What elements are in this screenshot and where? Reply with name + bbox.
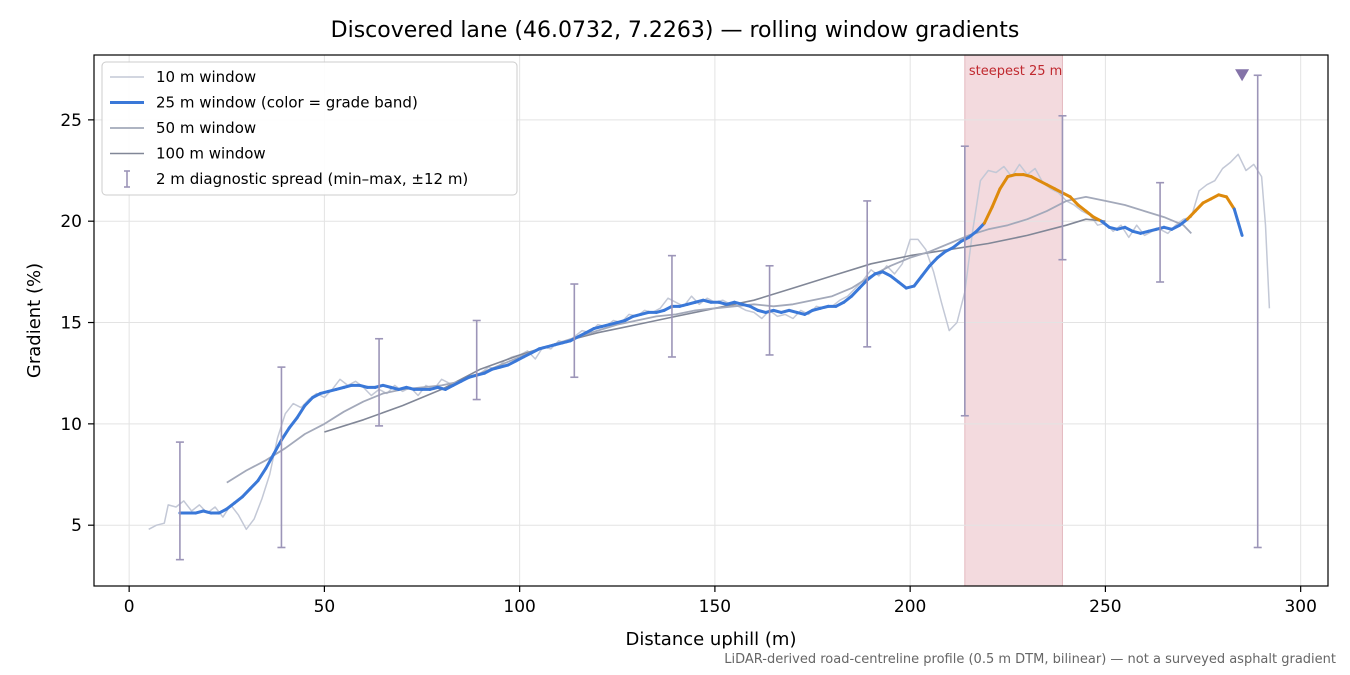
series-segment-w25 (256, 466, 268, 483)
series-segment-w25 (842, 294, 854, 304)
errorbar (960, 145, 969, 417)
legend-item: 25 m window (color = grade band) (110, 94, 418, 112)
highlight-layer: steepest 25 m (964, 54, 1063, 587)
y-tick-label: 20 (60, 212, 82, 232)
series-segment-w25 (1224, 195, 1236, 211)
series-line-w50 (226, 196, 1192, 484)
series-segment-w25 (951, 239, 963, 250)
y-tick-label: 15 (60, 314, 82, 334)
series-segment-w25 (248, 479, 260, 491)
series-segment-w25 (1232, 207, 1244, 237)
chart-footnote: LiDAR-derived road-centreline profile (0… (724, 652, 1336, 667)
series-segment-w25 (303, 396, 315, 408)
steepest-band-label: steepest 25 m (969, 64, 1062, 79)
series-segment-w25 (982, 205, 994, 225)
errorbar (1058, 115, 1067, 261)
series-segment-w25 (990, 187, 1002, 209)
x-tick-label: 250 (1089, 597, 1121, 617)
legend-label: 100 m window (156, 145, 266, 163)
series-segment-w25 (1100, 219, 1111, 229)
series-segment-w25 (920, 264, 932, 278)
series-segment-w25 (264, 452, 276, 470)
series-segment-w25 (1178, 217, 1189, 227)
x-tick-label: 300 (1284, 597, 1316, 617)
legend-item: 10 m window (110, 68, 256, 86)
errorbar (375, 337, 384, 427)
errorbar-layer (175, 74, 1262, 561)
errorbar (472, 319, 481, 401)
series-segment-w25 (287, 416, 299, 430)
series-segment-w25 (1068, 195, 1080, 207)
series-segment-w25 (967, 229, 979, 239)
series-segment-w25 (1185, 209, 1197, 221)
series-segment-w25 (865, 272, 877, 282)
series-segment-w25 (850, 286, 861, 298)
legend-label: 50 m window (156, 119, 256, 137)
series-segment-w25 (272, 438, 283, 456)
steepest-band (964, 54, 1063, 587)
errorbar (765, 264, 774, 356)
chart-title: Discovered lane (46.0732, 7.2263) — roll… (330, 18, 1020, 43)
series-line-w10 (148, 153, 1271, 531)
series-segment-w25 (975, 221, 986, 233)
series-layer (148, 153, 1271, 531)
plot-frame (93, 54, 1329, 587)
series-segment-w25 (928, 256, 939, 268)
x-tick-label: 200 (894, 597, 926, 617)
x-axis-label: Distance uphill (m) (626, 629, 797, 650)
series-segment-w25 (912, 274, 924, 288)
legend-box (101, 61, 518, 196)
errorbar (1253, 74, 1262, 549)
y-axis-label: Gradient (%) (24, 263, 45, 378)
series-segment-w25 (889, 274, 900, 284)
legend-label: 25 m window (color = grade band) (156, 94, 418, 112)
series-segment-w25 (896, 280, 908, 290)
series-segment-w25 (279, 426, 291, 442)
series-segment-w25 (295, 404, 307, 420)
y-tick-label: 10 (60, 415, 82, 435)
series-segment-w25 (998, 175, 1010, 191)
errorbar (863, 200, 872, 348)
grid-layer (94, 55, 1328, 586)
series-segment-w25 (225, 501, 237, 511)
x-tick-label: 0 (124, 597, 135, 617)
errorbar (570, 283, 579, 379)
series-line-w100 (324, 218, 1106, 433)
endpoint-marker (1235, 69, 1250, 82)
legend-item: 2 m diagnostic spread (min–max, ±12 m) (124, 170, 468, 188)
marker-layer (1235, 69, 1250, 82)
series-segment-w25 (240, 487, 252, 499)
legend: 10 m window 25 m window (color = grade ba… (101, 61, 518, 196)
x-tick-label: 100 (503, 597, 535, 617)
legend-item: 50 m window (110, 119, 256, 137)
legend-item: 100 m window (110, 145, 266, 163)
y-tick-label: 5 (71, 516, 82, 536)
errorbar (277, 366, 286, 549)
legend-label: 2 m diagnostic spread (min–max, ±12 m) (156, 170, 468, 188)
series-segment-w25 (233, 495, 244, 505)
y-tick-label: 25 (60, 111, 82, 131)
errorbar (1156, 181, 1165, 283)
x-tick-label: 150 (699, 597, 731, 617)
series-segment-w25 (857, 278, 869, 290)
errorbar (175, 441, 184, 561)
series-segment-w25 (935, 250, 947, 260)
series-segment-w25 (1076, 203, 1088, 213)
errorbar (667, 254, 676, 358)
legend-label: 10 m window (156, 68, 256, 86)
series-segment-w25 (1084, 209, 1096, 219)
x-tick-label: 50 (314, 597, 336, 617)
series-segment-w25 (1193, 201, 1205, 213)
axes-layer: 0 50 100 150 200 250 300 5 10 15 20 25 Distance uphi… (24, 54, 1329, 650)
